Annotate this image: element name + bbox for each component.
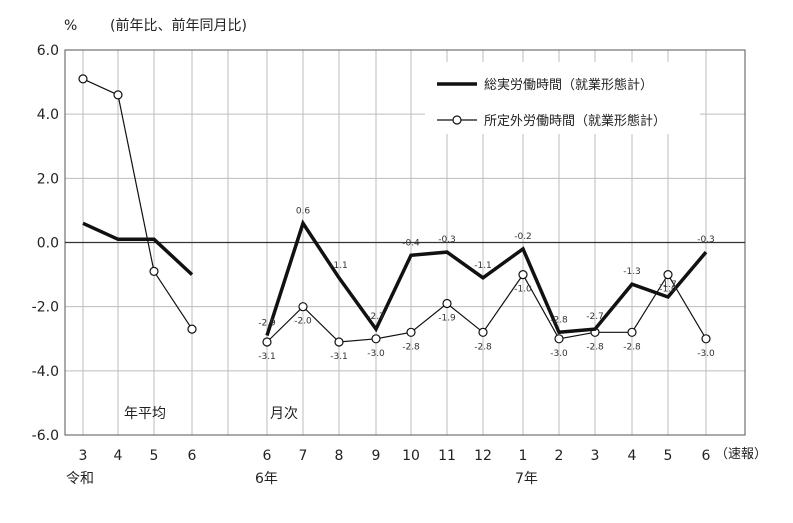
monthly-total-data-label: -1.7: [659, 280, 677, 290]
monthly-overtime-data-label: -3.0: [697, 349, 715, 359]
monthly-overtime-data-label: -2.8: [474, 342, 492, 352]
monthly-overtime-data-label: -1.0: [514, 285, 532, 295]
y-tick-label: -4.0: [32, 364, 59, 380]
x-tick-label: 6: [188, 448, 197, 464]
x-tick-label: 12: [474, 448, 492, 464]
monthly-overtime-data-label: -2.8: [586, 342, 604, 352]
annual-overtime-point: [113, 90, 123, 100]
monthly-overtime-point: [442, 298, 452, 309]
monthly-overtime-data-label: -3.0: [367, 349, 385, 359]
monthly-overtime-point: [701, 334, 711, 344]
x-tick-label: 5: [664, 448, 673, 464]
annual-total-line: [82, 221, 194, 276]
monthly-total-data-label: -0.3: [697, 235, 715, 245]
monthly-total-data-label: -0.2: [514, 232, 532, 242]
suffix-label-preliminary: （速報）: [715, 447, 767, 462]
monthly-total-data-label: -1.1: [474, 261, 492, 271]
monthly-overtime-point: [478, 327, 488, 337]
x-tick-label: 8: [335, 448, 344, 464]
monthly-overtime-point: [406, 327, 416, 337]
monthly-overtime-data-label: -2.8: [402, 342, 420, 352]
x-tick-label: 4: [628, 448, 637, 464]
monthly-overtime-data-label: -1.0: [659, 285, 677, 295]
x-tick-label: 4: [114, 448, 123, 464]
x-tick-label: 3: [79, 448, 88, 464]
chart-subtitle: (前年比、前年同月比): [110, 17, 247, 34]
section-label-monthly: 月次: [270, 406, 298, 422]
x-tick-label: 6: [702, 448, 711, 464]
y-tick-label: -2.0: [32, 300, 59, 316]
monthly-overtime-data-label: -2.8: [623, 342, 641, 352]
monthly-total-data-label: -0.3: [438, 235, 456, 245]
x-tick-label: 7: [299, 448, 308, 464]
monthly-total-data-label: -2.7: [367, 312, 385, 322]
section-label-annual: 年平均: [124, 406, 166, 422]
legend-box: [425, 62, 700, 134]
x-tick-label: 1: [519, 448, 528, 464]
legend: 総実労働時間（就業形態計） 所定外労働時間（就業形態計）: [425, 62, 700, 134]
annual-overtime-point: [78, 74, 88, 84]
monthly-overtime-point: [334, 337, 344, 347]
era-label: 令和: [66, 471, 94, 487]
monthly-overtime-data-label: -2.0: [294, 317, 312, 327]
monthly-overtime-point: [554, 334, 564, 344]
monthly-total-data-label: -2.7: [586, 312, 604, 322]
data-label-layer: -3.1 -2.0 -3.1 -3.0 -2.8 -1.9 -2.8 -1.0 -3.0 -2.8…: [258, 206, 715, 362]
monthly-overtime-data-label: -3.1: [258, 352, 276, 362]
year-label-7: 7年: [515, 471, 538, 487]
legend-label-overtime-hours: 所定外労働時間（就業形態計）: [484, 113, 666, 129]
annual-overtime-line: [82, 78, 193, 330]
monthly-total-data-label: -0.4: [402, 238, 420, 248]
y-tick-label: 6.0: [37, 43, 59, 59]
monthly-overtime-point: [371, 334, 381, 344]
y-tick-label: 4.0: [37, 107, 59, 123]
y-tick-label: -6.0: [32, 428, 59, 444]
x-tick-label: 11: [438, 448, 456, 464]
annual-overtime-point: [149, 266, 159, 276]
monthly-total-data-label: -1.3: [623, 267, 641, 277]
axis-layer: 6.04.02.00.0-2.0-4.0-6.03 4 5 6 6 7 8 9 10 11 12 1 2…: [32, 43, 746, 464]
legend-marker-overtime-hours: [452, 115, 462, 125]
monthly-total-data-label: -1.1: [330, 261, 348, 271]
annual-overtime-point: [187, 324, 197, 334]
monthly-overtime-data-label: -3.0: [550, 349, 568, 359]
monthly-overtime-data-label: -1.9: [438, 314, 456, 324]
monthly-total-data-label: -2.9: [258, 319, 276, 329]
monthly-overtime-point: [663, 270, 673, 280]
y-tick-label: 2.0: [37, 171, 59, 187]
series-layer: [78, 74, 711, 347]
x-tick-label: 2: [555, 448, 564, 464]
x-tick-label: 3: [591, 448, 600, 464]
x-tick-label: 6: [263, 448, 272, 464]
x-tick-label: 10: [402, 448, 420, 464]
x-tick-label: 5: [150, 448, 159, 464]
monthly-overtime-data-label: -3.1: [330, 352, 348, 362]
year-label-6: 6年: [255, 471, 278, 487]
monthly-overtime-point: [262, 337, 272, 347]
monthly-total-line: [265, 219, 708, 337]
x-tick-label: 9: [372, 448, 381, 464]
y-axis-unit: %: [64, 18, 77, 34]
monthly-total-data-label: 0.6: [296, 206, 311, 216]
monthly-overtime-point: [627, 327, 637, 337]
monthly-total-data-label: -2.8: [550, 315, 568, 325]
monthly-overtime-point: [518, 270, 528, 280]
monthly-overtime-point: [298, 302, 308, 312]
y-tick-label: 0.0: [37, 236, 59, 252]
legend-label-total-hours: 総実労働時間（就業形態計）: [484, 77, 653, 93]
